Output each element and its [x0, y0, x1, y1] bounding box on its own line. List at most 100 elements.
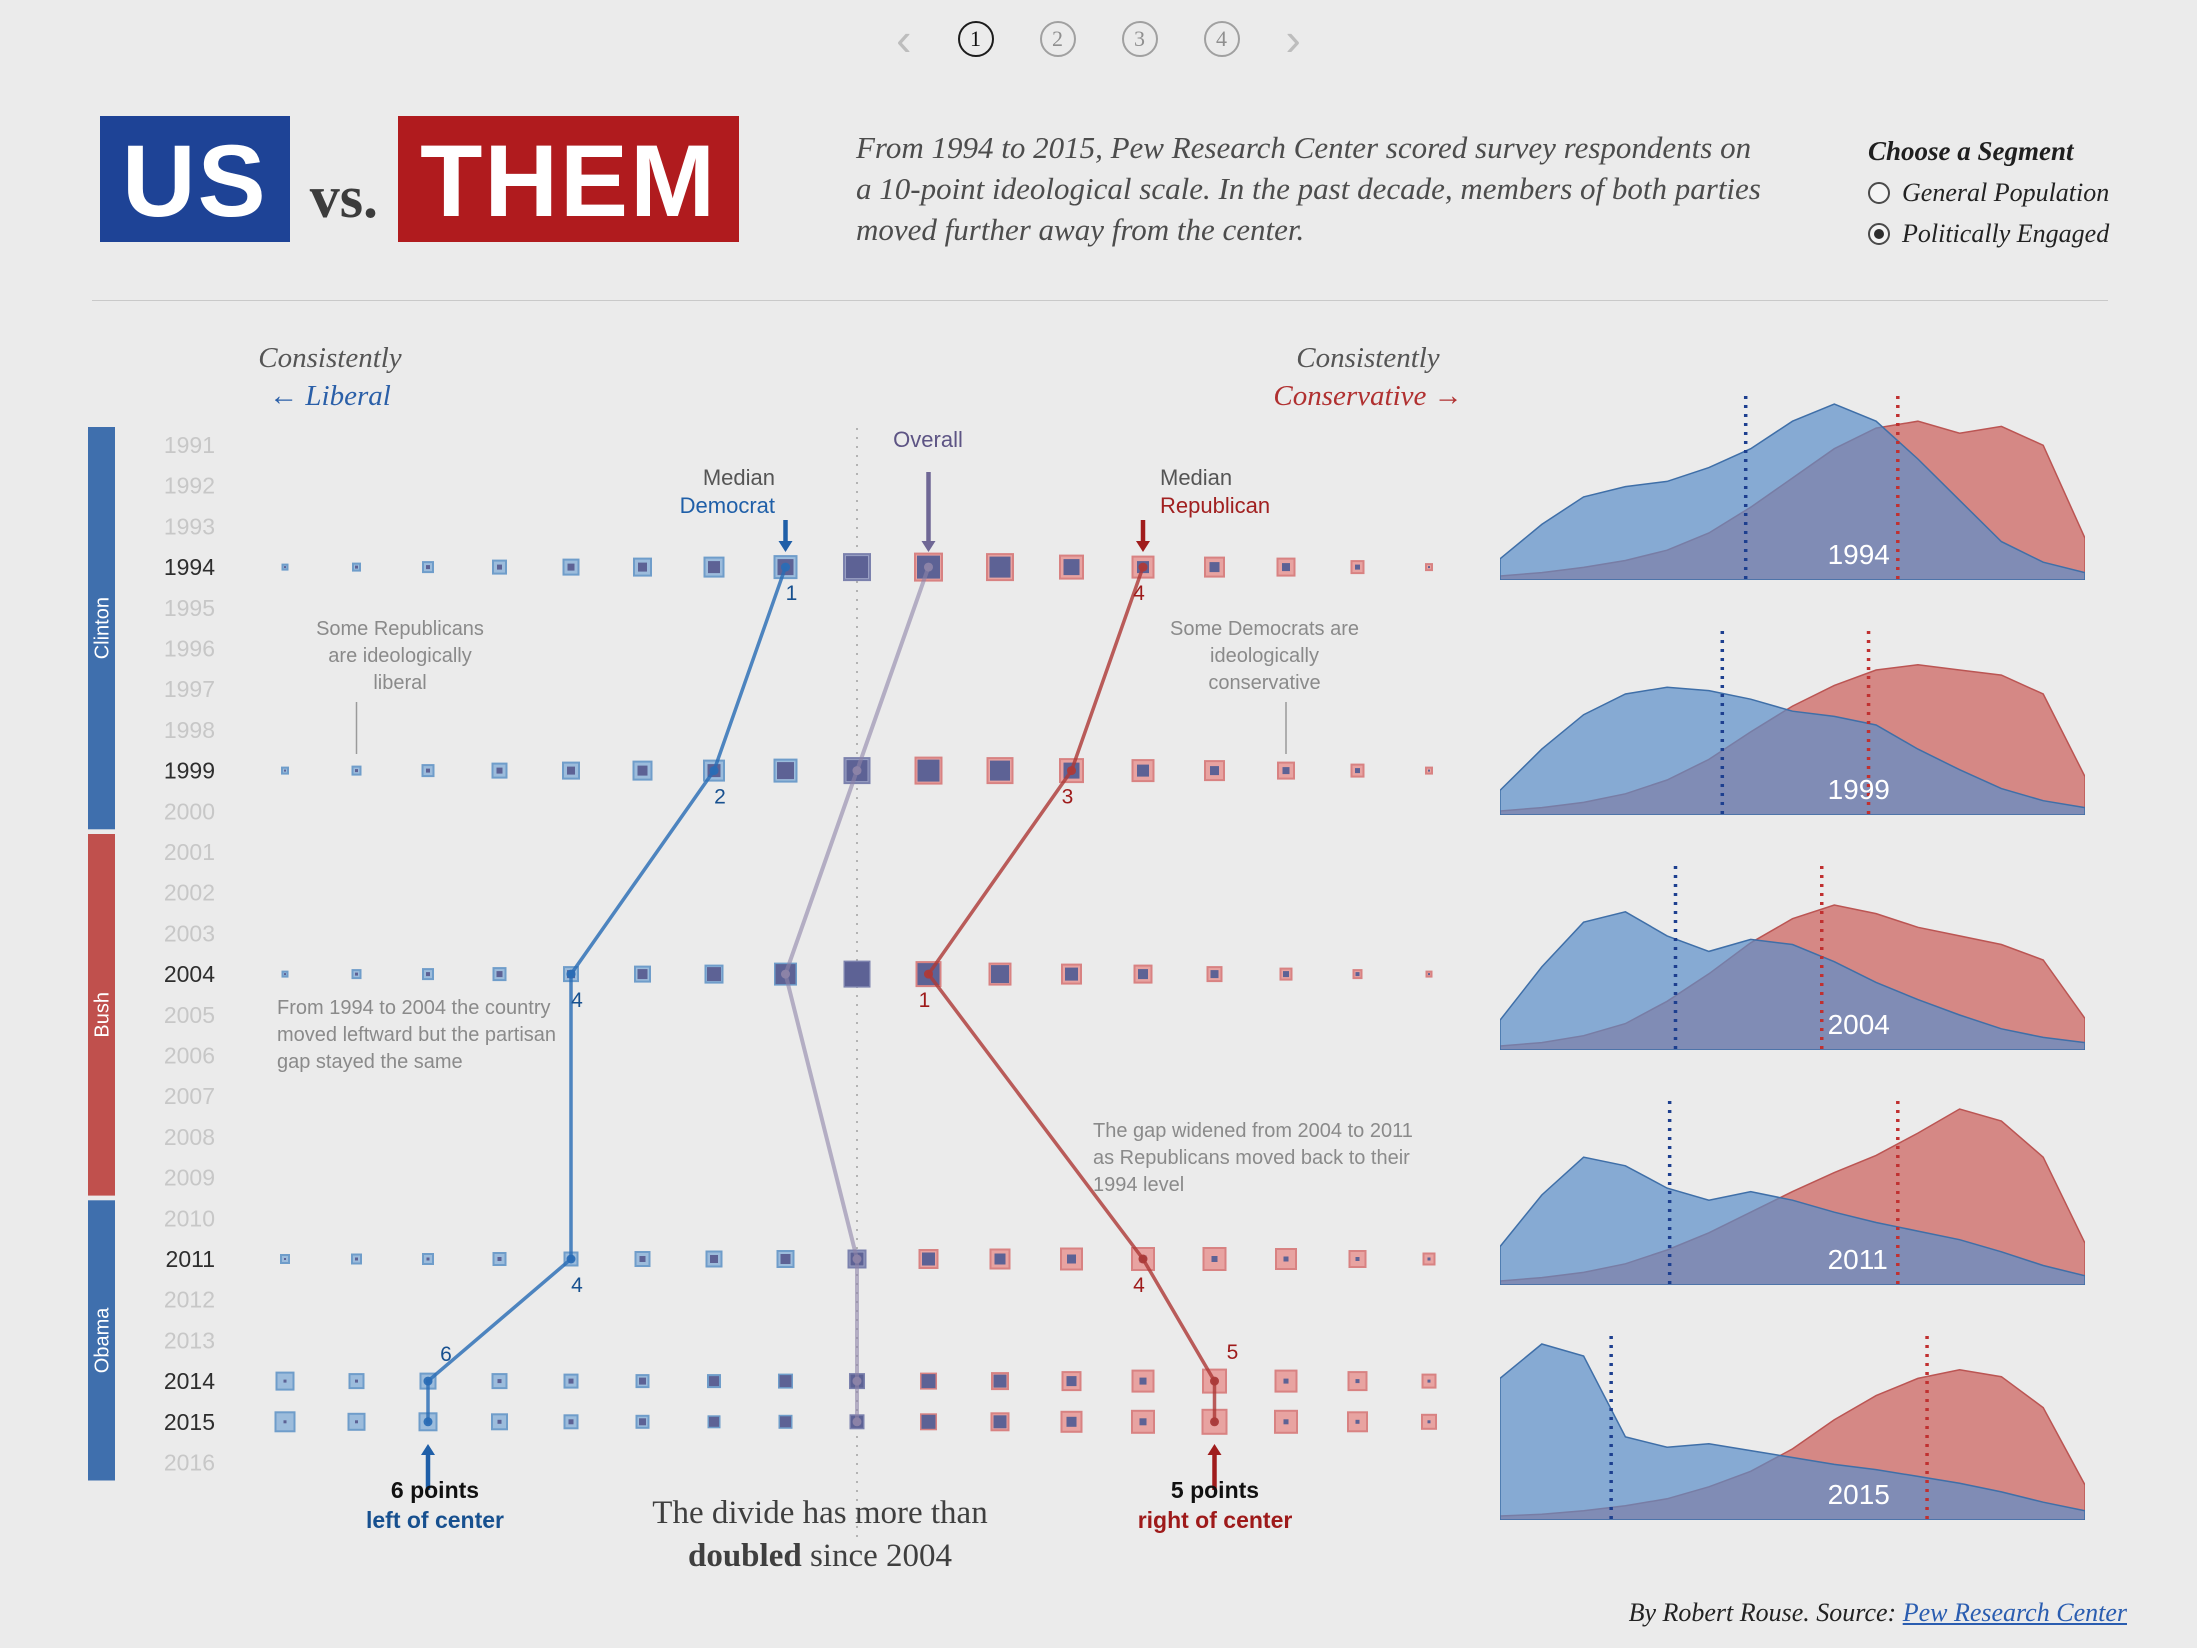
panel-2004[interactable]: 2004: [1499, 860, 2086, 1051]
overlap-square: [1428, 769, 1430, 772]
overall-median-line-point: [852, 1254, 862, 1264]
pager-page-3[interactable]: 3: [1121, 21, 1158, 57]
year-label-1997: 1997: [164, 676, 215, 702]
democrat-median-line: [426, 566, 788, 1422]
overlap-square: [846, 556, 868, 579]
intro-text: From 1994 to 2015, Pew Research Center s…: [856, 130, 1761, 247]
year-row-1994[interactable]: [281, 552, 1433, 582]
republican-median-line-point: [1138, 1254, 1148, 1264]
overlap-square: [1210, 766, 1219, 776]
panel-year-label: 2004: [1828, 1009, 1890, 1040]
radio-icon[interactable]: [1868, 223, 1890, 245]
annotation-leftward: From 1994 to 2004 the country moved left…: [277, 997, 557, 1073]
overlap-square: [1139, 1377, 1147, 1385]
overall-median-line: [783, 566, 931, 1422]
president-label: Obama: [92, 1307, 114, 1373]
republican-median-line: [926, 566, 1217, 1422]
year-label-2012: 2012: [164, 1287, 215, 1313]
logo-us: US: [100, 116, 290, 242]
overlap-square: [284, 973, 286, 976]
pager-next-icon[interactable]: ›: [1285, 13, 1301, 65]
radio-icon[interactable]: [1868, 182, 1890, 204]
overall-median-line-point: [852, 1376, 862, 1386]
overlap-square: [1355, 1419, 1360, 1424]
label-text: Median: [702, 465, 775, 490]
panel-1994[interactable]: 1994: [1499, 390, 2086, 581]
overlap-square: [284, 566, 286, 569]
overlap-square: [1427, 1257, 1431, 1261]
overlap-square: [1066, 1416, 1077, 1427]
panel-year-label: 1999: [1828, 774, 1890, 805]
overlap-square: [1139, 1418, 1147, 1426]
panel-1999[interactable]: 1999: [1499, 625, 2086, 816]
overall-median-line-point: [852, 766, 862, 776]
republican-median-value: 4: [1133, 582, 1145, 605]
overlap-square: [1210, 970, 1219, 979]
year-row-2014[interactable]: [275, 1368, 1437, 1394]
overlap-square: [638, 562, 647, 572]
panel-2015[interactable]: 2015: [1499, 1330, 2086, 1521]
democrat-distribution: [1499, 686, 2086, 816]
democrat-callout-arrow-icon: [421, 1444, 435, 1455]
democrat-median-line-point: [781, 562, 790, 572]
year-row-2011[interactable]: [280, 1247, 1436, 1271]
overlap-square: [1067, 1254, 1076, 1264]
pager-page-1[interactable]: 1: [957, 21, 994, 57]
radio-politically-engaged[interactable]: Politically Engaged: [1868, 219, 2178, 249]
callout-democrat: 6 points left of center: [330, 1476, 540, 1536]
overlap-square: [355, 1420, 358, 1424]
median-democrat-arrow-icon: [778, 541, 793, 552]
year-label-2014: 2014: [164, 1368, 215, 1394]
year-label-2008: 2008: [164, 1124, 215, 1150]
overlap-square: [1428, 566, 1430, 569]
radio-general-population[interactable]: General Population: [1868, 178, 2178, 208]
overlap-square: [568, 1378, 574, 1384]
overlap-square: [637, 765, 648, 776]
callout-points: 6 points: [390, 1477, 480, 1503]
overlap-square: [917, 759, 940, 782]
overlap-square: [777, 762, 794, 780]
radio-label: Politically Engaged: [1902, 219, 2110, 248]
overlap-square: [284, 1258, 286, 1260]
pager-page-2[interactable]: 2: [1039, 21, 1076, 57]
democrat-distribution: [1499, 1343, 2086, 1521]
overall-median-line-point: [781, 969, 790, 979]
year-row-2004[interactable]: [281, 960, 1433, 988]
pager: ‹ 1 2 3 4 ›: [0, 16, 2197, 62]
overlap-square: [639, 1256, 646, 1262]
overlap-square: [1065, 967, 1078, 981]
pager-prev-icon[interactable]: ‹: [896, 13, 912, 65]
panel-year-label: 1994: [1828, 539, 1890, 570]
year-row-1999[interactable]: [281, 756, 1433, 785]
overlap-square: [1282, 767, 1290, 775]
overlap-square: [426, 565, 430, 570]
democrat-distribution: [1499, 1156, 2086, 1286]
panel-2011[interactable]: 2011: [1499, 1095, 2086, 1286]
footer: By Robert Rouse. Source: Pew Research Ce…: [1629, 1598, 2127, 1628]
democrat-median-line-point: [566, 1254, 576, 1264]
distribution-chart-1999: 1999: [1499, 631, 2086, 816]
year-label-2000: 2000: [164, 798, 215, 824]
annotation-some-democrats: Some Democrats are ideologically conserv…: [1170, 618, 1359, 694]
axis-label-conservative-arrow: Conservative →: [1273, 379, 1463, 412]
distribution-chart-1994: 1994: [1499, 396, 2086, 581]
overlap-square: [355, 1379, 358, 1383]
axis-label-liberal-arrow: ← Liberal: [269, 379, 391, 412]
panel-year-label: 2015: [1828, 1479, 1890, 1510]
overlap-square: [355, 972, 358, 976]
pager-page-4[interactable]: 4: [1203, 21, 1240, 57]
callout-republican: 5 points right of center: [1105, 1476, 1325, 1536]
overlap-square: [921, 1374, 936, 1389]
overlap-square: [1283, 1419, 1289, 1425]
distribution-chart-2015: 2015: [1499, 1336, 2086, 1521]
median-republican-arrow-icon: [1136, 541, 1150, 552]
ideology-timeline-svg: Clinton Bush Obama 1991 1992 1993 1994 1995 1996…: [88, 427, 1437, 1538]
overall-median-line-point: [924, 562, 933, 572]
label-text: Median: [1160, 465, 1233, 490]
divide-line1: The divide has more than: [652, 1495, 988, 1531]
overlap-square: [1355, 1379, 1360, 1384]
president-band-bush: Bush: [88, 834, 115, 1196]
overlap-square: [1283, 1378, 1289, 1384]
source-link[interactable]: Pew Research Center: [1902, 1598, 2127, 1627]
